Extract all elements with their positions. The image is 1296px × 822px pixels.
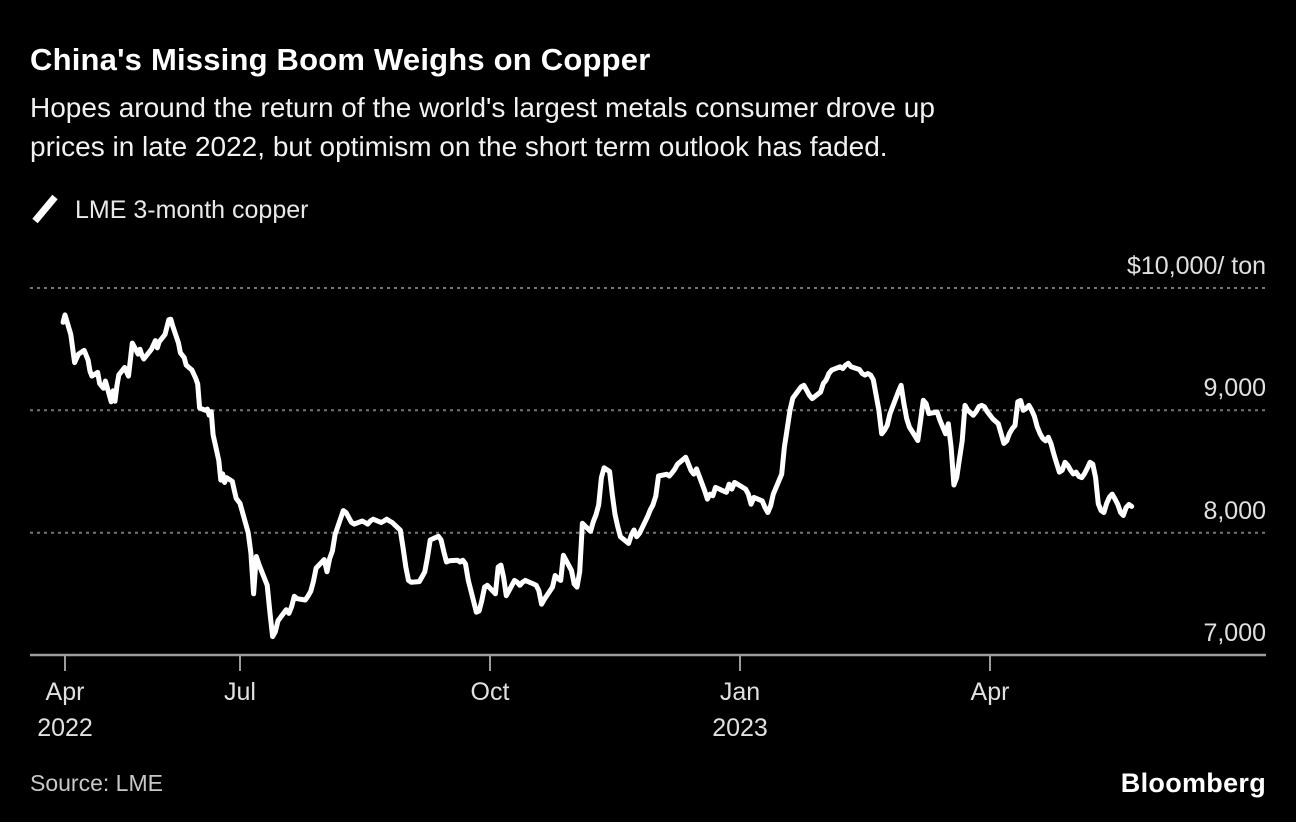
legend: LME 3-month copper [30,194,308,226]
chart-subtitle-line-1: Hopes around the return of the world's l… [30,92,935,123]
y-tick-label: 9,000 [1203,374,1266,403]
chart-subtitle: Hopes around the return of the world's l… [30,88,935,166]
y-tick-label: 7,000 [1203,619,1266,647]
x-tick-label: Jul [224,678,256,706]
source-label: Source: LME [30,770,163,796]
y-tick-label: $10,000/ ton [1126,252,1266,280]
x-tick-label: Jan [719,678,761,706]
x-tick-label: Apr [970,678,1010,706]
price-line-path [60,312,1135,640]
legend-label: LME 3-month copper [75,195,309,224]
chart-subtitle-line-2: prices in late 2022, but optimism on the… [30,131,888,162]
x-tick-sublabel: 2022 [37,714,93,742]
y-tick-label: 8,000 [1203,496,1266,525]
line-series-icon [32,194,58,224]
bloomberg-logo: Bloomberg [1120,768,1266,798]
x-tick-sublabel: 2023 [712,714,768,742]
x-tick-label: Oct [470,678,510,706]
x-tick-label: Apr [45,678,85,706]
page-title: China's Missing Boom Weighs on Copper [30,42,651,77]
